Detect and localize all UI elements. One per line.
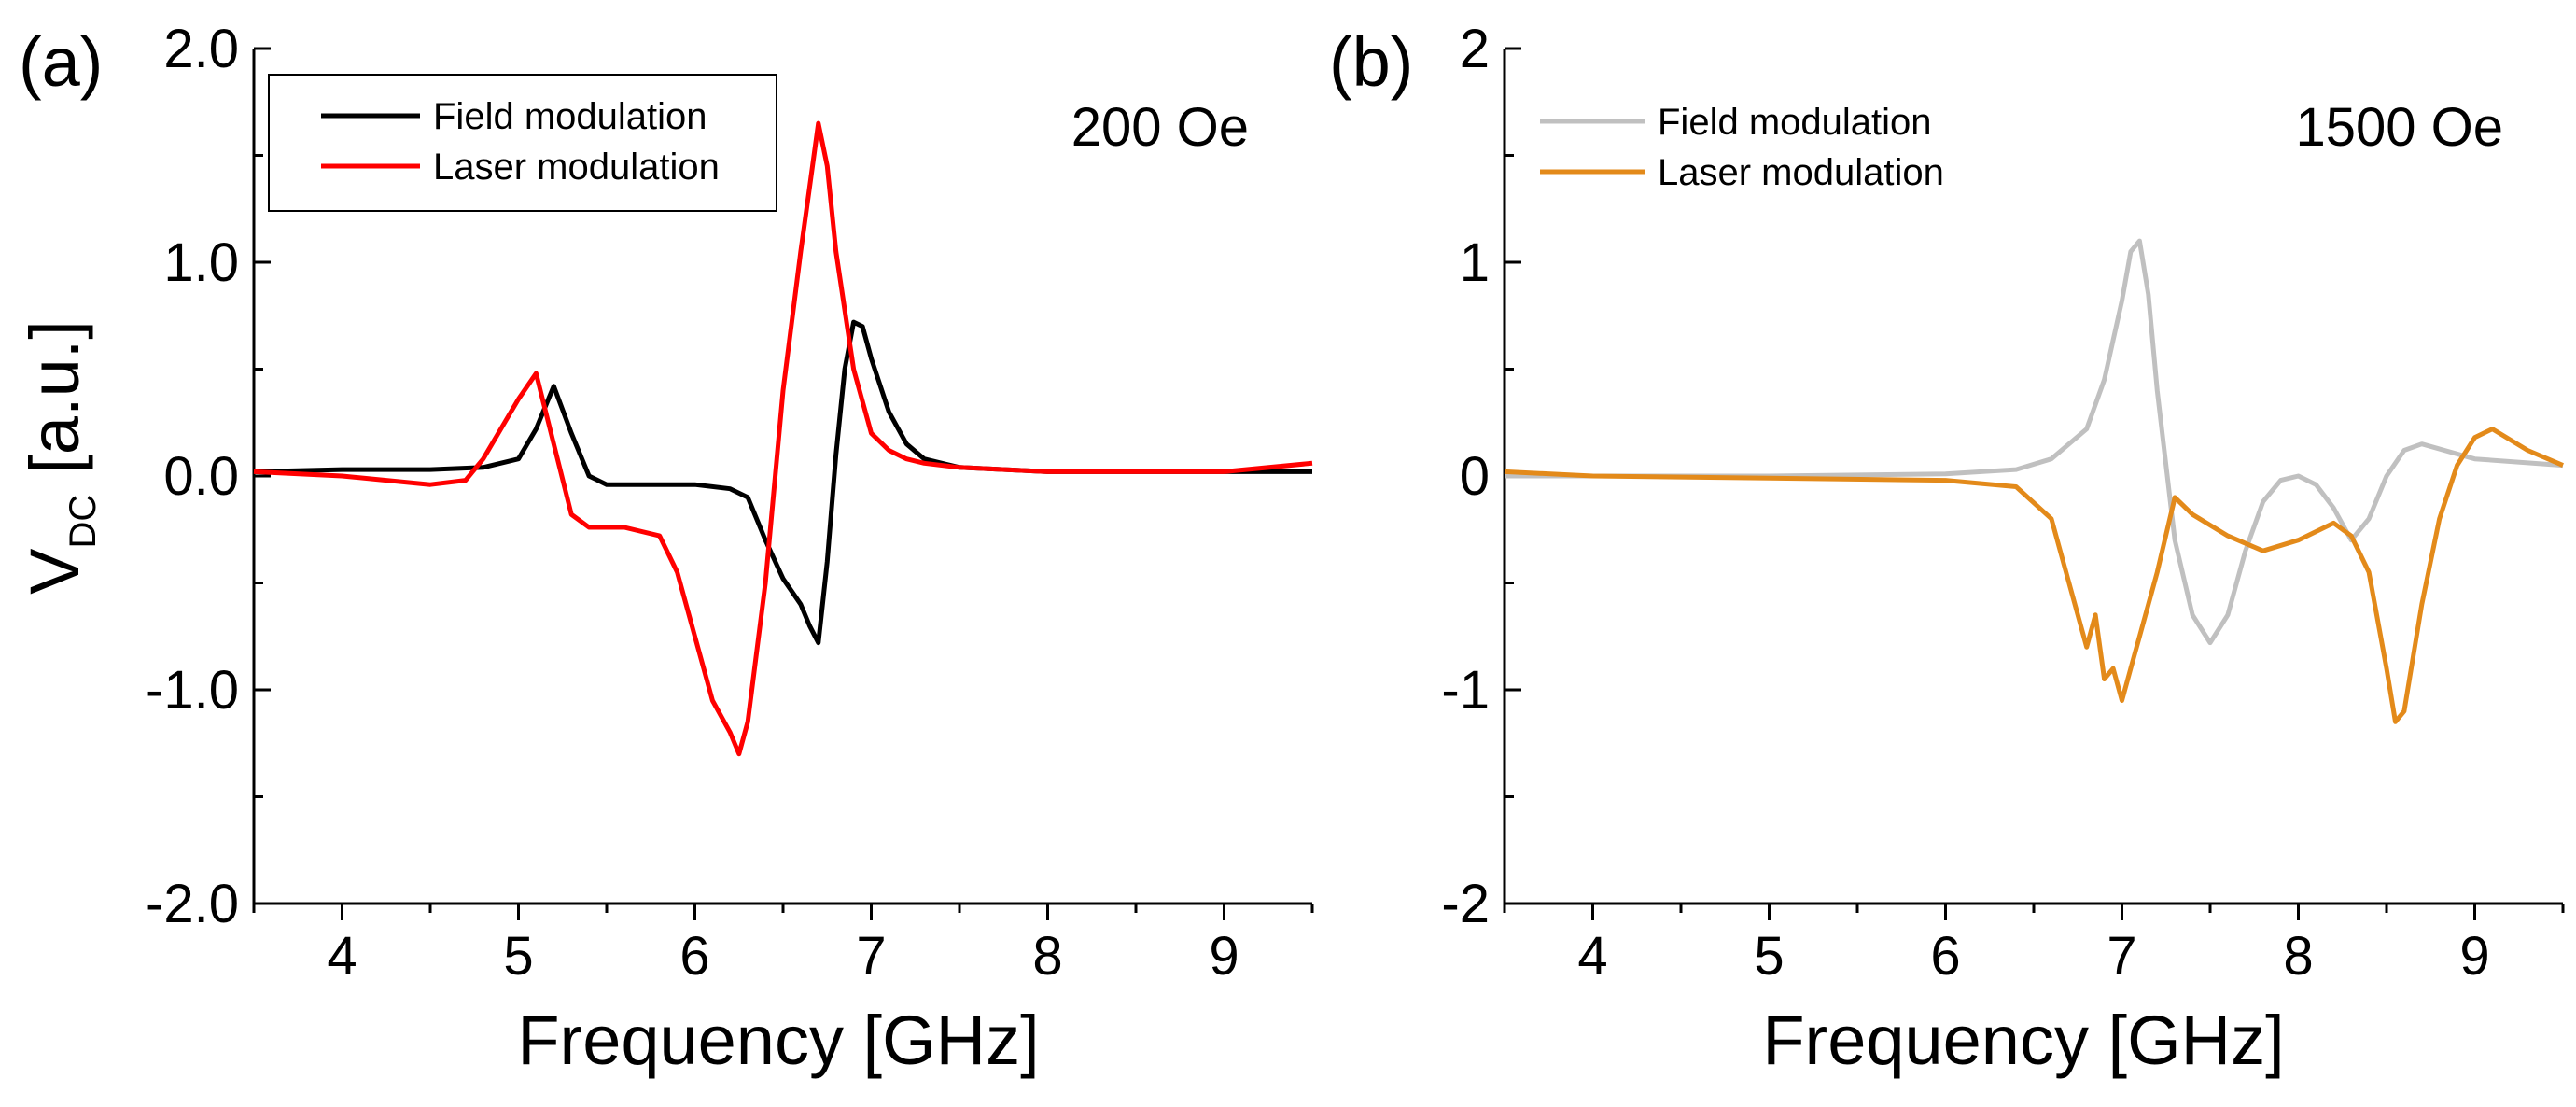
y-tick-label-a: -2.0	[146, 874, 239, 934]
y-axis-title-subscript: DC	[63, 495, 104, 549]
x-tick-label-b: 9	[2459, 926, 2489, 987]
field-annotation-b: 1500 Oe	[2295, 97, 2503, 158]
legend-a-box	[268, 74, 777, 212]
legend-a: Field modulation Laser modulation	[268, 74, 777, 212]
y-tick-label-b: 2	[1460, 19, 1490, 79]
legend-a-label-field: Field modulation	[433, 96, 707, 137]
y-tick-label-a: -1.0	[146, 660, 239, 721]
panel-b: (b) 4 5 6 7 8 9 -2 -1 0 1 2 Frequency [GHz] 1500 O…	[1329, 19, 2565, 1079]
plot-area-b: 4 5 6 7 8 9 -2 -1 0 1 2	[1441, 19, 2565, 987]
y-tick-label-b: 1	[1460, 232, 1490, 293]
x-tick-label-a: 7	[856, 926, 886, 987]
x-tick-label-b: 5	[1754, 926, 1784, 987]
x-tick-label-a: 6	[679, 926, 709, 987]
svg-text:VDC[a.u.]: VDC [a.u.]	[16, 320, 104, 595]
y-axis-title: VDC [a.u.]	[16, 320, 104, 595]
x-axis-title-b: Frequency [GHz]	[1762, 1002, 2284, 1079]
legend-a-label-laser: Laser modulation	[433, 147, 720, 188]
field-annotation-a: 200 Oe	[1071, 97, 1249, 158]
legend-b: Field modulation Laser modulation	[1540, 102, 1944, 193]
series-line-a-laser-modulation	[253, 120, 1313, 757]
panel-a: (a) VDC [a.u.] 4 5 6 7 8 9 -2.0 -1.0 0.0 1.0 2.0 Fr…	[16, 19, 1314, 1079]
x-tick-label-a: 4	[327, 926, 357, 987]
y-tick-label-a: 0.0	[163, 446, 239, 507]
y-tick-label-b: -1	[1441, 660, 1490, 721]
legend-b-label-laser: Laser modulation	[1658, 152, 1944, 193]
x-tick-label-a: 8	[1032, 926, 1062, 987]
panel-a-label: (a)	[19, 23, 103, 101]
x-tick-label-a: 9	[1209, 926, 1239, 987]
series-line-b-field-modulation	[1505, 238, 2564, 646]
plot-area-a: 4 5 6 7 8 9 -2.0 -1.0 0.0 1.0 2.0	[146, 19, 1314, 987]
series-line-a-field-modulation	[253, 319, 1312, 646]
y-tick-label-a: 1.0	[163, 232, 239, 293]
legend-b-label-field: Field modulation	[1658, 102, 1932, 143]
x-axis-title-a: Frequency [GHz]	[517, 1002, 1039, 1079]
y-tick-label-b: 0	[1460, 446, 1490, 507]
x-tick-label-a: 5	[503, 926, 533, 987]
x-tick-label-b: 4	[1577, 926, 1607, 987]
y-axis-title-main: V	[16, 548, 93, 595]
y-tick-label-a: 2.0	[163, 19, 239, 79]
series-line-b-laser-modulation	[1504, 427, 2564, 724]
y-tick-label-b: -2	[1441, 874, 1490, 934]
x-tick-label-b: 8	[2283, 926, 2313, 987]
y-axis-title-unit: [a.u.]	[16, 320, 93, 474]
x-tick-label-b: 6	[1930, 926, 1960, 987]
x-tick-label-b: 7	[2107, 926, 2136, 987]
panel-b-label: (b)	[1329, 23, 1413, 101]
